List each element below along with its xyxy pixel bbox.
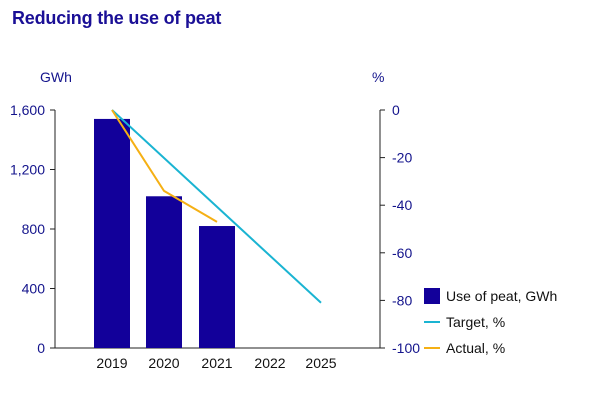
right-tick-label: -80 bbox=[392, 292, 412, 308]
right-tick-label: -60 bbox=[392, 245, 412, 261]
left-tick-label: 400 bbox=[22, 281, 46, 297]
right-tick-label: -20 bbox=[392, 150, 412, 166]
left-tick-label: 0 bbox=[37, 340, 45, 356]
left-axis-unit: GWh bbox=[40, 69, 72, 85]
right-tick-label: 0 bbox=[392, 102, 400, 118]
target-line bbox=[111, 109, 322, 304]
bar bbox=[199, 226, 235, 348]
x-tick-label: 2022 bbox=[254, 355, 285, 371]
right-tick-label: -40 bbox=[392, 197, 412, 213]
x-tick-label: 2025 bbox=[305, 355, 336, 371]
actual-line bbox=[111, 109, 218, 223]
x-tick-label: 2019 bbox=[96, 355, 127, 371]
left-tick-label: 1,200 bbox=[10, 162, 45, 178]
chart-title: Reducing the use of peat bbox=[12, 8, 222, 28]
right-axis-unit: % bbox=[372, 69, 384, 85]
legend-label: Actual, % bbox=[446, 340, 505, 356]
left-tick-label: 1,600 bbox=[10, 102, 45, 118]
x-tick-label: 2021 bbox=[201, 355, 232, 371]
right-tick-label: -100 bbox=[392, 340, 420, 356]
legend-swatch-bar bbox=[424, 288, 440, 304]
bar bbox=[94, 118, 130, 348]
bar bbox=[146, 196, 182, 348]
legend-label: Use of peat, GWh bbox=[446, 288, 557, 304]
x-tick-label: 2020 bbox=[148, 355, 179, 371]
legend-label: Target, % bbox=[446, 314, 505, 330]
left-tick-label: 800 bbox=[22, 221, 46, 237]
